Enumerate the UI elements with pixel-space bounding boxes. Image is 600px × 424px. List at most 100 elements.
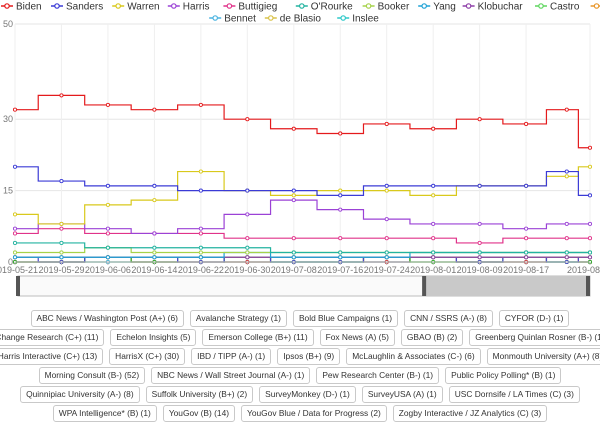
data-point[interactable] — [338, 207, 343, 212]
data-point[interactable] — [524, 250, 529, 255]
data-point[interactable] — [564, 236, 569, 241]
data-point[interactable] — [587, 164, 593, 169]
data-point[interactable] — [12, 250, 18, 255]
data-point[interactable] — [477, 255, 482, 260]
pollster-filter-button[interactable]: CNN / SSRS (A-) (8) — [404, 310, 493, 327]
legend-item-warren[interactable]: Warren — [112, 2, 160, 13]
data-point[interactable] — [198, 226, 203, 231]
data-point[interactable] — [338, 131, 343, 136]
range-handle[interactable] — [586, 276, 590, 296]
pollster-filter-button[interactable]: YouGov Blue / Data for Progress (2) — [241, 405, 387, 422]
data-point[interactable] — [12, 226, 18, 231]
legend-item-booker[interactable]: Booker — [362, 2, 410, 13]
data-point[interactable] — [524, 255, 529, 260]
data-point[interactable] — [564, 169, 569, 174]
data-point[interactable] — [152, 198, 157, 203]
pollster-filter-button[interactable]: Suffolk University (B+) (2) — [145, 386, 254, 403]
series-warren[interactable] — [12, 164, 593, 226]
data-point[interactable] — [245, 236, 250, 241]
data-point[interactable] — [564, 107, 569, 112]
data-point[interactable] — [564, 255, 569, 260]
data-point[interactable] — [152, 183, 157, 188]
pollster-filter-button[interactable]: Fox News (A) (5) — [319, 329, 395, 346]
data-point[interactable] — [524, 236, 529, 241]
data-point[interactable] — [105, 102, 110, 107]
data-point[interactable] — [587, 193, 593, 198]
data-point[interactable] — [431, 255, 436, 260]
data-point[interactable] — [524, 183, 529, 188]
pollster-filter-button[interactable]: Monmouth University (A+) (8) — [486, 348, 600, 365]
legend-item-klobuchar[interactable]: Klobuchar — [462, 2, 524, 13]
pollster-filter-button[interactable]: Zogby Interactive / JZ Analytics (C) (3) — [392, 405, 548, 422]
pollster-filter-button[interactable]: Greenberg Quinlan Rosner (B-) (1) — [469, 329, 600, 346]
data-point[interactable] — [59, 240, 64, 246]
data-point[interactable] — [338, 250, 343, 255]
data-point[interactable] — [245, 255, 250, 260]
pollster-filter-button[interactable]: NBC News / Wall Street Journal (A-) (1) — [151, 367, 311, 384]
data-point[interactable] — [384, 188, 389, 193]
data-point[interactable] — [477, 240, 482, 246]
data-point[interactable] — [105, 226, 110, 231]
data-point[interactable] — [245, 245, 250, 250]
legend-item-harris[interactable]: Harris — [167, 2, 210, 13]
data-point[interactable] — [152, 255, 157, 260]
data-point[interactable] — [105, 183, 110, 188]
data-point[interactable] — [59, 250, 64, 255]
pollster-filter-button[interactable]: SurveyUSA (A) (1) — [361, 386, 443, 403]
data-point[interactable] — [291, 198, 296, 203]
data-point[interactable] — [291, 188, 296, 193]
data-point[interactable] — [152, 107, 157, 112]
data-point[interactable] — [431, 250, 436, 255]
pollster-filter-button[interactable]: IBD / TIPP (A-) (1) — [191, 348, 272, 365]
series-orourke[interactable] — [12, 240, 593, 255]
pollster-filter-button[interactable]: Emerson College (B+) (11) — [202, 329, 314, 346]
data-point[interactable] — [338, 255, 343, 260]
data-point[interactable] — [245, 212, 250, 217]
data-point[interactable] — [431, 126, 436, 131]
pollster-filter-button[interactable]: Pew Research Center (B-) (1) — [316, 367, 440, 384]
data-point[interactable] — [384, 250, 389, 255]
data-point[interactable] — [384, 217, 389, 222]
data-point[interactable] — [431, 193, 436, 198]
data-point[interactable] — [477, 117, 482, 122]
series-buttigieg[interactable] — [12, 226, 593, 246]
data-point[interactable] — [524, 226, 529, 231]
series-sanders[interactable] — [12, 164, 593, 198]
data-point[interactable] — [384, 255, 389, 260]
pollster-filter-button[interactable]: Bold Blue Campaigns (1) — [292, 310, 399, 327]
data-point[interactable] — [477, 183, 482, 188]
data-point[interactable] — [431, 236, 436, 241]
data-point[interactable] — [291, 193, 296, 198]
data-point[interactable] — [587, 250, 593, 255]
pollster-filter-button[interactable]: WPA Intelligence* (B) (1) — [52, 405, 157, 422]
data-point[interactable] — [477, 221, 482, 226]
pollster-filter-button[interactable]: CYFOR (D-) (1) — [498, 310, 570, 327]
pollster-filter-button[interactable]: YouGov (B) (14) — [162, 405, 236, 422]
series-harris[interactable] — [12, 198, 593, 236]
pollster-filter-button[interactable]: ABC News / Washington Post (A+) (6) — [30, 310, 184, 327]
data-point[interactable] — [291, 255, 296, 260]
pollster-filter-button[interactable]: Harris Interactive (C+) (13) — [0, 348, 104, 365]
pollster-filter-button[interactable]: McLaughlin & Associates (C-) (6) — [346, 348, 481, 365]
data-point[interactable] — [105, 255, 110, 260]
range-handle[interactable] — [16, 276, 20, 296]
data-point[interactable] — [338, 193, 343, 198]
data-point[interactable] — [59, 221, 64, 226]
data-point[interactable] — [587, 236, 593, 241]
data-point[interactable] — [291, 236, 296, 241]
data-point[interactable] — [198, 255, 203, 260]
range-handle[interactable] — [422, 276, 427, 296]
pollster-filter-button[interactable]: USC Dornsife / LA Times (C) (3) — [448, 386, 580, 403]
data-point[interactable] — [59, 179, 64, 184]
pollster-filter-button[interactable]: Change Research (C+) (11) — [0, 329, 105, 346]
data-point[interactable] — [384, 183, 389, 188]
legend-item-orourke[interactable]: O'Rourke — [295, 2, 353, 13]
data-point[interactable] — [59, 255, 64, 260]
range-selector[interactable] — [16, 275, 591, 297]
data-point[interactable] — [431, 183, 436, 188]
data-point[interactable] — [587, 255, 593, 260]
data-point[interactable] — [152, 250, 157, 255]
data-point[interactable] — [338, 236, 343, 241]
pollster-filter-button[interactable]: Morning Consult (B-) (52) — [38, 367, 146, 384]
pollster-filter-button[interactable]: GBAO (B) (2) — [400, 329, 464, 346]
